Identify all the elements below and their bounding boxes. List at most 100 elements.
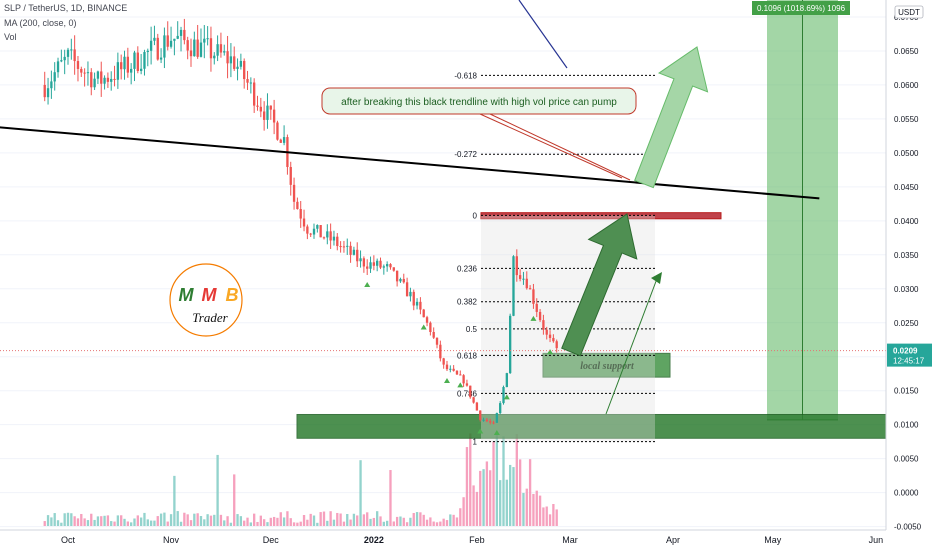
candle: [149, 26, 153, 65]
candle: [143, 49, 146, 76]
candle-body: [449, 368, 452, 370]
candle: [163, 27, 166, 69]
volume-bar: [272, 516, 276, 526]
candle: [482, 417, 485, 422]
candle-body: [515, 256, 518, 276]
black-trendline[interactable]: [0, 124, 820, 200]
candle: [385, 261, 389, 272]
candle: [538, 309, 542, 322]
candle: [469, 385, 472, 399]
volume-bar: [392, 521, 395, 526]
candle: [472, 396, 475, 404]
volume-bar: [332, 519, 336, 526]
candle: [492, 420, 495, 425]
candle-body: [186, 40, 189, 51]
volume-indicator-label: Vol: [4, 32, 17, 42]
arrows-layer[interactable]: [561, 46, 709, 415]
candle: [213, 52, 216, 65]
symbol-info: SLP / TetherUS, 1D, BINANCE: [4, 3, 128, 13]
candle-body: [46, 88, 50, 98]
volume-bar: [552, 504, 555, 526]
candle-body: [332, 236, 336, 241]
volume-bar: [269, 517, 272, 526]
candle: [276, 120, 279, 141]
buy-signal-marker: [364, 282, 371, 288]
callout-box[interactable]: [321, 87, 637, 115]
candle-body: [349, 245, 352, 255]
candle: [126, 47, 130, 78]
volume-bar: [339, 513, 342, 526]
volume-bar: [76, 518, 80, 526]
candle: [136, 46, 139, 74]
volume-bar: [442, 518, 445, 526]
candle-body: [505, 373, 508, 388]
volume-bar: [475, 491, 479, 526]
volume-bar: [286, 511, 289, 526]
fib-level-label: 0.618: [457, 351, 478, 360]
candle: [272, 99, 276, 135]
candle-body: [462, 375, 465, 384]
volume-bar: [495, 434, 499, 526]
candle-body: [163, 35, 166, 58]
volume-bar: [435, 522, 439, 526]
candle: [445, 360, 449, 372]
candle-body: [316, 225, 319, 229]
price-tick-label: 0.0150: [894, 387, 919, 396]
callout-layer[interactable]: after breaking this black trendline with…: [321, 87, 637, 181]
candle: [399, 277, 402, 283]
candle-body: [63, 56, 66, 61]
volume-bar: [279, 512, 282, 526]
volume-bar: [243, 520, 246, 526]
candle: [199, 28, 203, 58]
candle: [103, 75, 106, 90]
candle: [389, 263, 392, 270]
candle-body: [326, 231, 329, 238]
candle-body: [146, 50, 149, 53]
price-axis[interactable]: 0.07000.06500.06000.05500.05000.04500.04…: [885, 0, 932, 550]
measure-range-box[interactable]: 0.1096 (1018.69%) 1096: [752, 0, 850, 421]
candle: [166, 21, 169, 51]
time-tick-label: Nov: [163, 535, 180, 545]
candle-body: [442, 358, 445, 365]
price-tick-label: 0.0000: [894, 489, 919, 498]
candle: [352, 246, 356, 256]
candle: [269, 105, 272, 120]
candle-body: [419, 301, 422, 310]
candle: [246, 70, 249, 90]
volume-bar: [376, 511, 379, 526]
volume-bar: [276, 517, 279, 526]
candle-body: [352, 249, 356, 255]
candle-body: [392, 267, 395, 271]
currency-label: USDT: [898, 8, 920, 17]
candle: [356, 242, 359, 267]
light-green-arrow-breakout[interactable]: [634, 46, 709, 189]
volume-bar: [485, 461, 489, 526]
time-tick-label: Mar: [562, 535, 578, 545]
candle: [376, 258, 379, 272]
fib-level-label: 0: [473, 211, 478, 220]
blue-trendline[interactable]: [518, 0, 568, 69]
candle-body: [136, 52, 139, 71]
fib-level-label: 0.236: [457, 264, 478, 273]
volume-bar: [419, 512, 422, 526]
candle-body: [342, 246, 346, 248]
candle: [256, 95, 259, 111]
local-support-zone[interactable]: [542, 352, 671, 378]
candle-body: [508, 315, 512, 374]
trendline-layer[interactable]: [0, 0, 886, 352]
time-axis[interactable]: Oct Nov Dec 2022 Feb Mar Apr May Jun: [0, 529, 932, 550]
candle-body: [139, 68, 143, 71]
candle-body: [538, 311, 542, 321]
candle: [489, 418, 492, 425]
volume-bar: [179, 521, 183, 526]
candle-body: [123, 56, 126, 70]
green-arrow-to-resistance[interactable]: [561, 213, 638, 357]
candle: [535, 298, 538, 318]
thin-arrow-shaft[interactable]: [605, 275, 659, 415]
currency-badge[interactable]: [894, 5, 924, 19]
volume-bar: [133, 518, 136, 526]
candle-body: [269, 105, 272, 110]
candle-body: [402, 278, 405, 283]
candle-body: [322, 237, 326, 239]
